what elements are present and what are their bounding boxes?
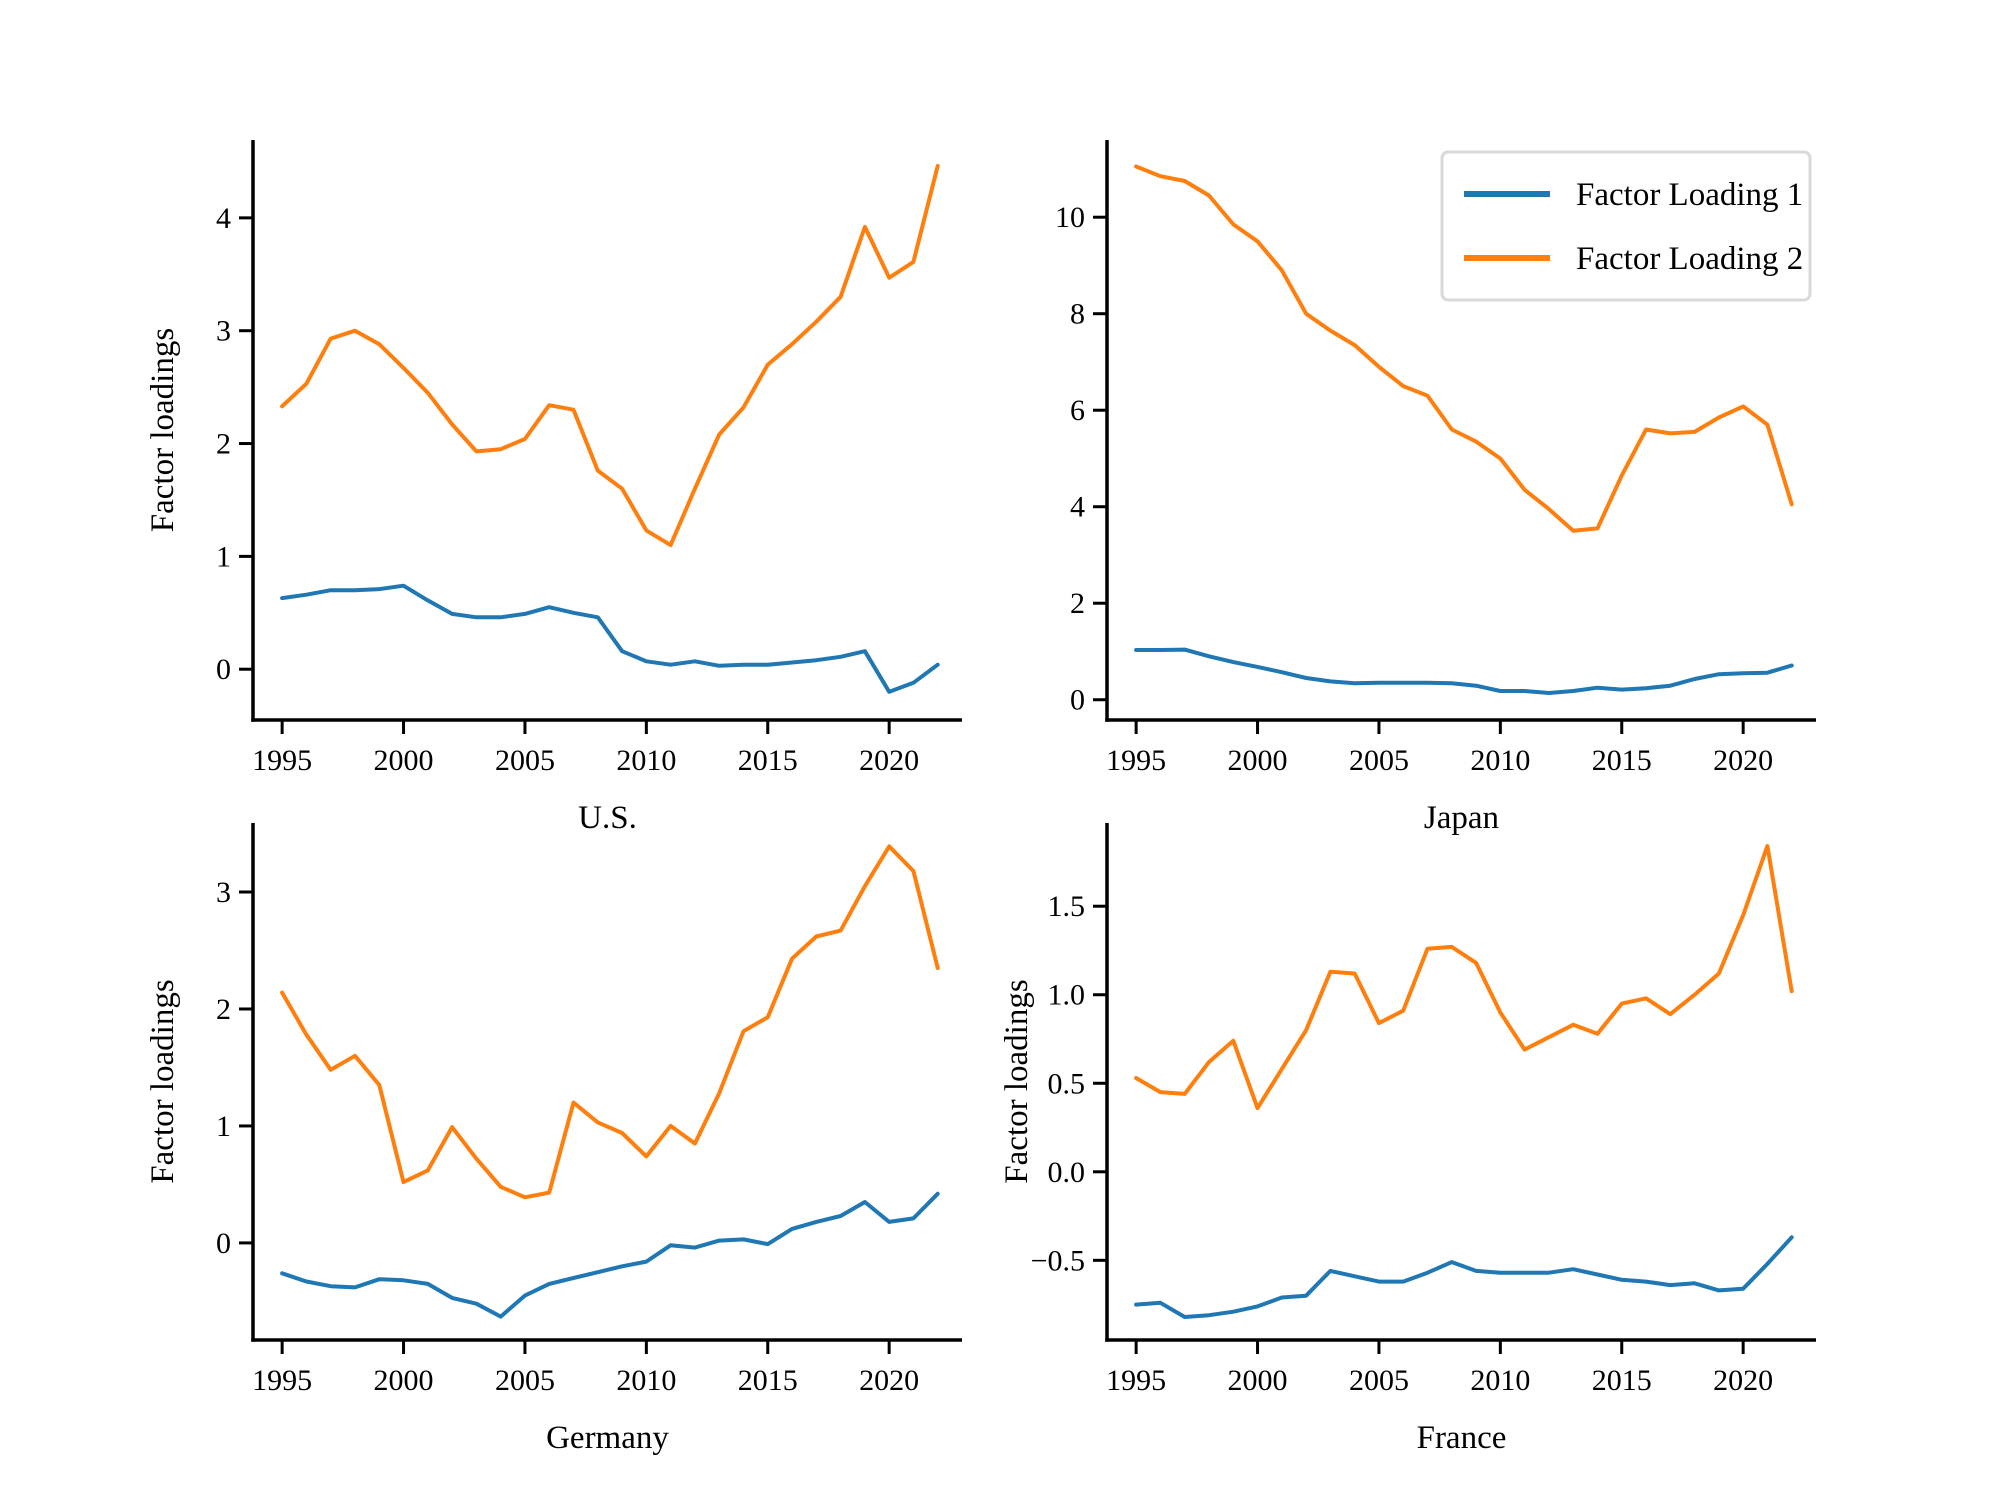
- series-line-factor-loading-1: [1134, 1235, 1794, 1319]
- x-tick-label: 1995: [252, 1364, 312, 1397]
- subplot-germany: Factor loadings Germany 1995 2000 2005 2010…: [145, 823, 962, 1456]
- x-tick-label: 2020: [1713, 1364, 1773, 1397]
- series-line-factor-loading-1: [280, 583, 940, 694]
- series-line-factor-loading-2: [280, 844, 940, 1200]
- x-axis-label-us: U.S.: [578, 800, 637, 836]
- x-axis-label-japan: Japan: [1424, 800, 1499, 836]
- axes-germany: 1995 2000 2005 2010 2015 2020 0 1 2 3: [216, 823, 962, 1397]
- y-tick-label: 4: [1070, 491, 1085, 524]
- series-line-factor-loading-2: [1134, 844, 1794, 1111]
- x-tick-label: 1995: [1106, 1364, 1166, 1397]
- y-tick-label: 1.5: [1048, 890, 1086, 923]
- y-tick-label: 0: [216, 1227, 231, 1260]
- y-tick-label: 2: [216, 993, 231, 1026]
- y-tick-label: 3: [216, 876, 231, 909]
- y-axis-label-france: Factor loadings: [999, 979, 1035, 1183]
- series-line-factor-loading-1: [280, 1191, 940, 1319]
- y-tick-label: 8: [1070, 298, 1085, 331]
- y-axis-label-us: Factor loadings: [145, 328, 181, 532]
- series-line-factor-loading-1: [1134, 647, 1794, 695]
- x-tick-label: 2015: [738, 1364, 798, 1397]
- legend-box: [1440, 150, 1812, 302]
- y-tick-label: 0.0: [1048, 1156, 1086, 1189]
- x-tick-label: 2000: [1228, 1364, 1288, 1397]
- y-axis-label-germany: Factor loadings: [145, 979, 181, 1183]
- legend: Factor Loading 1 Factor Loading 2: [1440, 150, 1812, 302]
- subplot-japan: Japan 1995 2000 2005 2010 2015 2020 0 2 4 6 8 10: [1055, 140, 1816, 836]
- x-tick-label: 1995: [1106, 744, 1166, 777]
- x-tick-label: 2005: [1349, 744, 1409, 777]
- x-tick-label: 2000: [374, 744, 434, 777]
- y-tick-label: 1: [216, 540, 231, 573]
- y-tick-label: 1: [216, 1110, 231, 1143]
- x-tick-label: 2010: [616, 744, 676, 777]
- axes-france: 1995 2000 2005 2010 2015 2020 −0.5 0.0 0.5 1.0 1.5: [1031, 823, 1816, 1397]
- x-axis-label-france: France: [1417, 1420, 1507, 1456]
- y-tick-label: 4: [216, 202, 231, 235]
- x-tick-label: 2010: [1470, 744, 1530, 777]
- subplot-france: Factor loadings France 1995 2000 2005 2010 2…: [999, 823, 1816, 1456]
- y-tick-label: 6: [1070, 394, 1085, 427]
- y-tick-label: 1.0: [1048, 979, 1086, 1012]
- x-tick-label: 2015: [1592, 744, 1652, 777]
- x-tick-label: 2005: [495, 744, 555, 777]
- x-tick-label: 2015: [738, 744, 798, 777]
- y-tick-label: 0: [1070, 684, 1085, 717]
- x-tick-label: 2020: [859, 1364, 919, 1397]
- series-line-factor-loading-2: [1134, 164, 1794, 533]
- series-line-factor-loading-2: [280, 164, 940, 548]
- y-tick-label: 0: [216, 653, 231, 686]
- legend-item-label: Factor Loading 2: [1576, 241, 1803, 277]
- x-tick-label: 2020: [1713, 744, 1773, 777]
- x-tick-label: 2000: [1228, 744, 1288, 777]
- subplot-us: Factor loadings U.S. 1995 2000 2005 2010 201…: [145, 140, 962, 836]
- y-tick-label: 10: [1055, 201, 1085, 234]
- axes-japan: 1995 2000 2005 2010 2015 2020 0 2 4 6 8 10: [1055, 140, 1816, 777]
- x-tick-label: 2015: [1592, 1364, 1652, 1397]
- y-tick-label: 3: [216, 315, 231, 348]
- axes-us: 1995 2000 2005 2010 2015 2020 0 1 2 3 4: [216, 140, 962, 777]
- x-tick-label: 2010: [616, 1364, 676, 1397]
- x-axis-label-germany: Germany: [546, 1420, 669, 1456]
- x-tick-label: 2005: [495, 1364, 555, 1397]
- y-tick-label: 0.5: [1048, 1067, 1086, 1100]
- y-tick-label: 2: [1070, 587, 1085, 620]
- x-tick-label: 2005: [1349, 1364, 1409, 1397]
- x-tick-label: 2020: [859, 744, 919, 777]
- y-tick-label: 2: [216, 428, 231, 461]
- x-tick-label: 2000: [374, 1364, 434, 1397]
- legend-item-label: Factor Loading 1: [1576, 177, 1803, 213]
- x-tick-label: 2010: [1470, 1364, 1530, 1397]
- y-tick-label: −0.5: [1031, 1244, 1085, 1277]
- x-tick-label: 1995: [252, 744, 312, 777]
